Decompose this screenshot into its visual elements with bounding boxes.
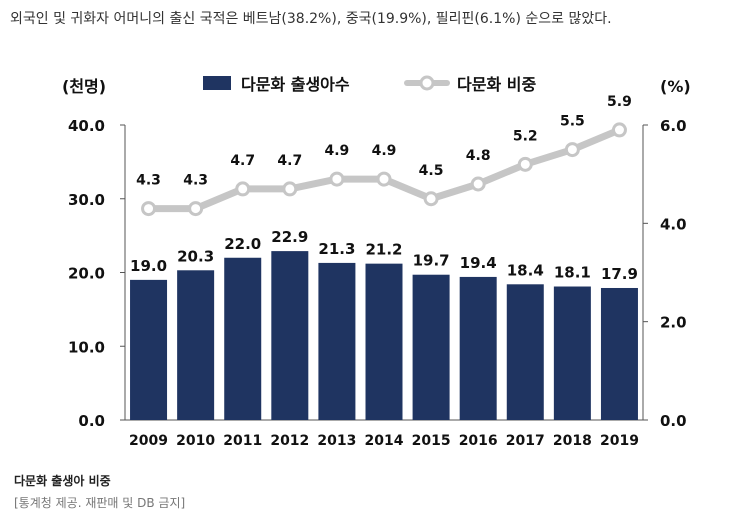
right-axis-unit: (%): [660, 77, 691, 96]
line-value-label: 4.7: [277, 153, 302, 169]
line-point-2016: [470, 176, 486, 192]
footer-source: [통계청 제공. 재판매 및 DB 금지]: [14, 496, 186, 510]
line-point-2015: [423, 191, 439, 207]
right-tick-label: 2.0: [660, 314, 687, 332]
bar-2019: [600, 287, 638, 420]
bar-2013: [318, 262, 356, 420]
right-tick-label: 0.0: [660, 412, 687, 430]
bar-2017: [506, 284, 544, 420]
line-value-label: 4.3: [136, 173, 161, 189]
line-value-label: 4.9: [325, 143, 350, 159]
line-value-label: 4.8: [466, 148, 491, 164]
legend-bar-label: 다문화 출생아수: [241, 75, 350, 94]
legend-line-label: 다문화 비중: [457, 75, 536, 94]
left-tick-label: 10.0: [68, 338, 105, 356]
bar-value-label: 21.2: [365, 241, 402, 259]
left-tick-label: 40.0: [68, 117, 105, 135]
line-point-2017: [517, 156, 533, 172]
chart-caption: 외국인 및 귀화자 어머니의 출신 국적은 베트남(38.2%), 중국(19.…: [10, 11, 612, 27]
bar-value-label: 22.0: [224, 235, 261, 253]
bar-value-label: 22.9: [271, 228, 308, 246]
bar-2018: [553, 286, 591, 420]
line-series-share: [145, 126, 623, 213]
bar-value-label: 19.0: [130, 257, 167, 275]
left-axis-unit: (천명): [62, 77, 106, 96]
bar-2016: [459, 276, 497, 420]
line-value-label: 4.9: [372, 143, 397, 159]
line-point-2018: [564, 142, 580, 158]
x-tick-label: 2013: [317, 433, 356, 449]
left-tick-label: 20.0: [68, 265, 105, 283]
line-point-2014: [376, 171, 392, 187]
right-tick-label: 4.0: [660, 215, 687, 233]
right-tick-label: 6.0: [660, 117, 687, 135]
left-tick-label: 30.0: [68, 191, 105, 209]
line-value-label: 5.5: [560, 114, 585, 130]
x-tick-label: 2019: [600, 433, 639, 449]
line-value-label: 4.3: [183, 173, 208, 189]
line-point-2013: [329, 171, 345, 187]
line-value-label: 5.9: [607, 94, 632, 110]
x-tick-label: 2010: [176, 433, 215, 449]
legend-line-marker: [419, 75, 435, 91]
line-point-2009: [141, 201, 157, 217]
line-point-2011: [235, 181, 251, 197]
x-tick-label: 2018: [553, 433, 592, 449]
x-tick-label: 2015: [412, 433, 451, 449]
line-point-2019: [611, 122, 627, 138]
legend-bar-swatch: [203, 76, 231, 90]
bar-value-label: 18.4: [507, 261, 544, 279]
x-tick-label: 2014: [365, 433, 404, 449]
line-point-2010: [188, 201, 204, 217]
bar-value-label: 18.1: [554, 264, 591, 282]
bar-2011: [224, 257, 262, 420]
bar-2015: [412, 274, 450, 420]
left-tick-label: 0.0: [78, 412, 105, 430]
x-tick-label: 2011: [223, 433, 262, 449]
line-value-label: 4.7: [230, 153, 255, 169]
x-tick-label: 2012: [270, 433, 309, 449]
bar-value-label: 19.7: [413, 252, 450, 270]
bar-value-label: 17.9: [601, 265, 638, 283]
line-point-2012: [282, 181, 298, 197]
bar-2014: [365, 263, 403, 420]
footer-title: 다문화 출생아 비중: [14, 474, 111, 488]
bar-2012: [271, 251, 309, 420]
x-tick-label: 2016: [459, 433, 498, 449]
bar-value-label: 19.4: [460, 254, 497, 272]
combo-chart: 0.0 10.0 20.0 30.0 40.0 0.0 2.0 4.0 6.0 (천명) (%) 19…: [62, 75, 691, 449]
line-value-label: 5.2: [513, 128, 538, 144]
bar-value-label: 21.3: [318, 240, 355, 258]
bar-2010: [177, 270, 215, 420]
x-tick-label: 2009: [129, 433, 168, 449]
x-tick-label: 2017: [506, 433, 545, 449]
bar-2009: [130, 279, 168, 420]
line-value-label: 4.5: [419, 163, 444, 179]
bar-value-label: 20.3: [177, 247, 214, 265]
